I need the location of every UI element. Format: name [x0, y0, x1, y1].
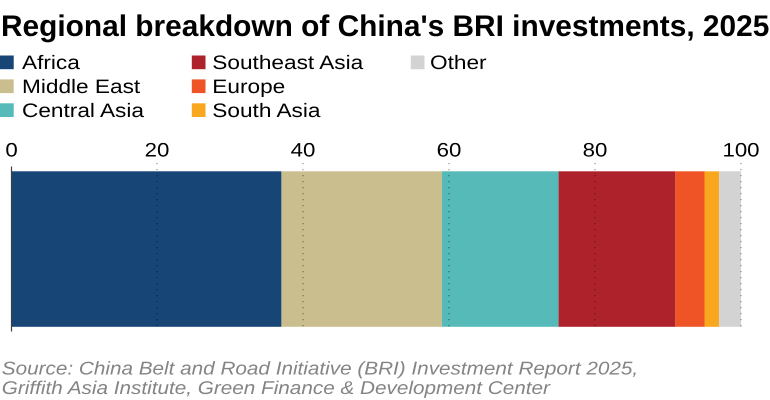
- svg-text:Other: Other: [430, 52, 487, 74]
- svg-text:Europe: Europe: [212, 76, 285, 98]
- svg-text:Griffith Asia Institute, Green: Griffith Asia Institute, Green Finance &…: [2, 377, 551, 398]
- svg-text:Central Asia: Central Asia: [22, 100, 144, 122]
- svg-text:40: 40: [291, 139, 316, 161]
- svg-text:Source: China Belt and Road In: Source: China Belt and Road Initiative (…: [2, 358, 638, 379]
- svg-text:South Asia: South Asia: [212, 100, 320, 122]
- svg-text:0: 0: [5, 139, 18, 161]
- svg-text:20: 20: [145, 139, 170, 161]
- svg-text:Africa: Africa: [22, 52, 80, 74]
- svg-text:60: 60: [437, 139, 462, 161]
- svg-text:80: 80: [583, 139, 608, 161]
- svg-text:100: 100: [722, 139, 759, 161]
- svg-text:Southeast Asia: Southeast Asia: [212, 52, 363, 74]
- svg-text:Middle East: Middle East: [22, 76, 141, 98]
- svg-text:Regional breakdown of China's: Regional breakdown of China's BRI invest…: [1, 10, 769, 43]
